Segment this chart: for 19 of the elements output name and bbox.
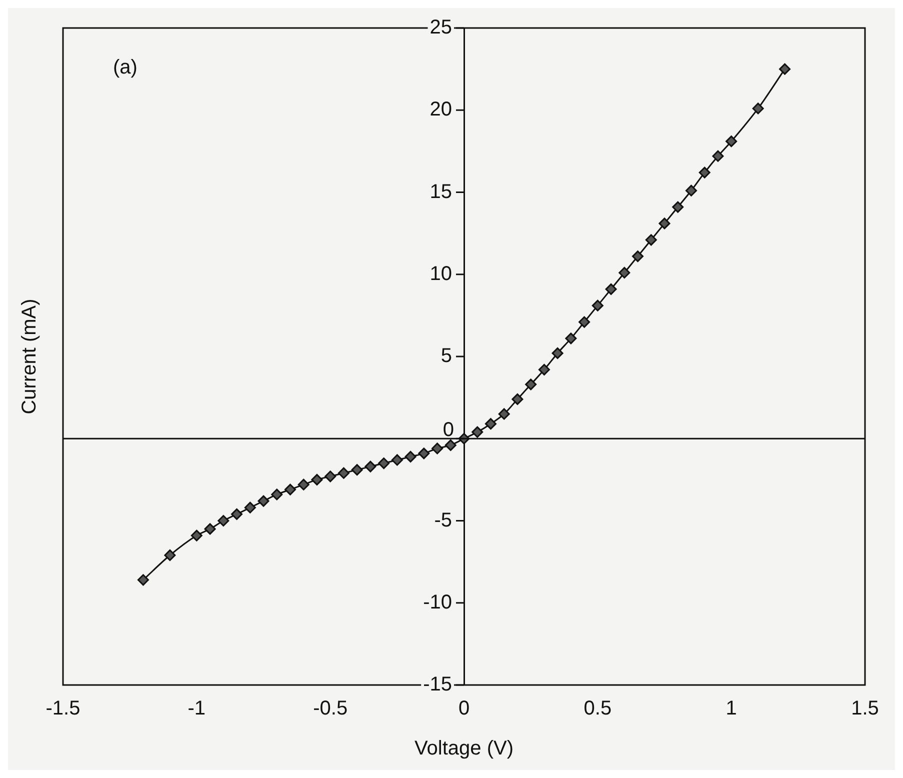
- x-tick-label: 1.5: [851, 698, 879, 720]
- annotation: (a): [113, 56, 138, 79]
- y-tick-label: 20: [430, 98, 452, 121]
- y-tick-label: 15: [430, 180, 452, 203]
- y-tick-label: 5: [440, 345, 452, 368]
- y-tick-label: -5: [434, 509, 452, 532]
- y-tick-label: 25: [430, 16, 452, 39]
- x-tick-label: 0: [458, 698, 470, 720]
- x-tick-label: 1: [726, 698, 737, 720]
- y-axis-title: Current (mA): [18, 298, 41, 414]
- x-tick-label: -1: [188, 698, 206, 720]
- x-tick-label: 0.5: [584, 698, 612, 720]
- x-tick-label: -0.5: [313, 698, 348, 720]
- y-tick-label: 0: [442, 419, 454, 442]
- y-tick-label: -10: [423, 591, 452, 614]
- y-tick-label: -15: [423, 674, 452, 696]
- y-tick-label: 10: [430, 262, 452, 285]
- x-axis-title: Voltage (V): [414, 738, 514, 760]
- x-tick-label: -1.5: [46, 698, 80, 720]
